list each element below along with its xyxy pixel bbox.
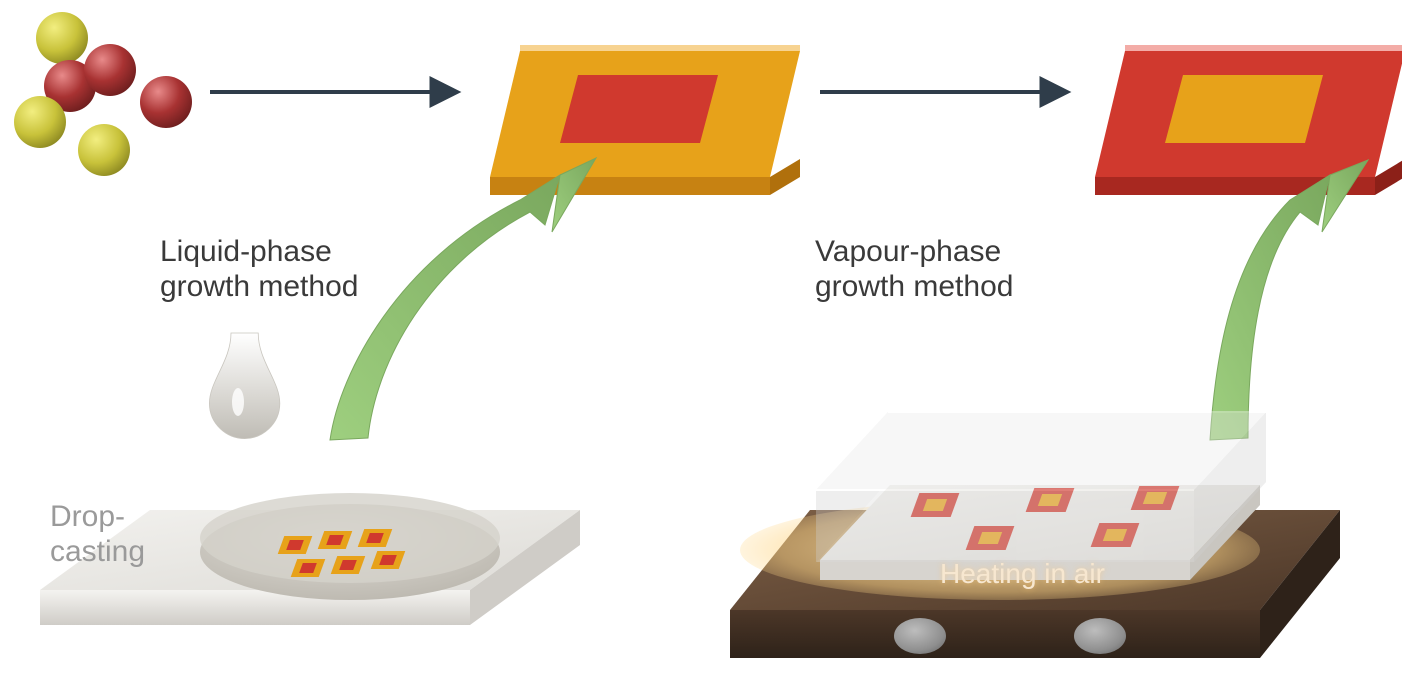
drop-casting-scene [40,333,580,625]
label-liquid-phase: Liquid-phase growth method [160,235,358,304]
label-vapour-phase: Vapour-phase growth method [815,235,1013,304]
diagram-svg [0,0,1402,678]
label-heating: Heating in air [940,558,1105,590]
precursor-spheres [14,12,192,176]
green-arrow-right [1210,160,1368,440]
slab-orange-red [490,45,800,195]
diagram-root: Liquid-phase growth method Vapour-phase … [0,0,1402,678]
glass-cover [816,412,1266,562]
heating-scene [730,412,1340,658]
green-arrow-left [330,158,596,440]
label-drop-casting: Drop- casting [50,500,145,569]
